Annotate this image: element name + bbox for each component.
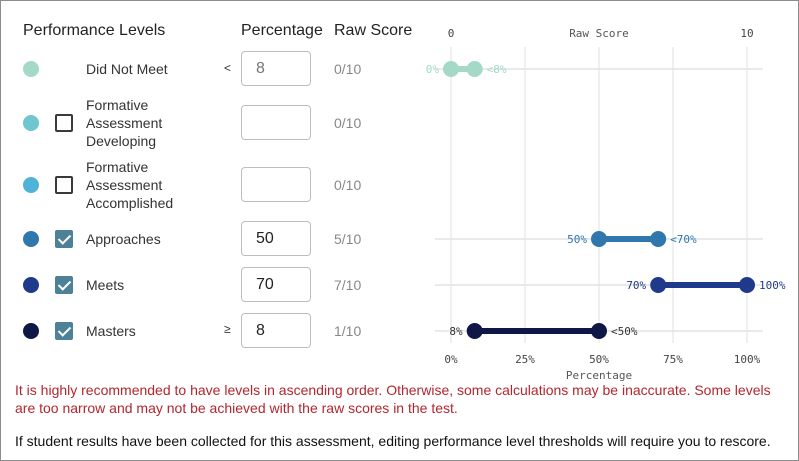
bottom-axis-tick-label: 25% xyxy=(515,353,535,366)
range-start-label: 0% xyxy=(426,63,440,76)
header-performance-levels: Performance Levels xyxy=(23,22,166,39)
level-color-dot xyxy=(23,323,39,339)
raw-score-value: 5/10 xyxy=(334,231,362,247)
threshold-input-formative-accomplished[interactable] xyxy=(241,167,311,202)
threshold-input-masters[interactable] xyxy=(241,313,311,348)
range-start-marker xyxy=(466,323,483,339)
range-end-marker xyxy=(466,61,483,77)
level-name: Did Not Meet xyxy=(86,61,168,77)
range-start-label: 50% xyxy=(567,233,587,246)
threshold-input-meets[interactable] xyxy=(241,267,311,302)
level-color-dot xyxy=(23,115,39,131)
raw-score-value: 0/10 xyxy=(334,115,362,131)
operator-greater-equal: ≥ xyxy=(224,322,231,336)
level-color-dot xyxy=(23,177,39,193)
range-end-label: <70% xyxy=(670,233,697,246)
range-start-marker xyxy=(591,231,607,247)
level-color-dot xyxy=(23,231,39,247)
level-name: Meets xyxy=(86,277,125,293)
bottom-axis-tick-label: 75% xyxy=(663,353,683,366)
level-color-dot xyxy=(23,277,39,293)
level-name: Formative Assessment Accomplished xyxy=(86,159,174,211)
threshold-input-formative-developing[interactable] xyxy=(241,105,311,140)
range-start-marker xyxy=(443,61,459,77)
raw-score-value: 7/10 xyxy=(334,277,362,293)
threshold-input-approaches[interactable] xyxy=(241,221,311,256)
level-name: Masters xyxy=(86,323,136,339)
level-name: Formative Assessment Developing xyxy=(86,97,163,149)
level-checkbox-approaches[interactable] xyxy=(55,230,73,248)
range-end-marker xyxy=(591,323,607,339)
top-axis-max-label: 10 xyxy=(740,27,753,40)
bottom-axis-tick-label: 100% xyxy=(734,353,761,366)
raw-score-value: 0/10 xyxy=(334,61,362,77)
range-start-label: 8% xyxy=(449,325,463,338)
level-checkbox-masters[interactable] xyxy=(55,322,73,340)
header-percentage: Percentage xyxy=(241,22,323,39)
rescore-note: If student results have been collected f… xyxy=(15,433,771,449)
top-axis-min-label: 0 xyxy=(448,27,455,40)
range-end-marker xyxy=(739,277,755,293)
range-end-label: <50% xyxy=(611,325,638,338)
range-end-marker xyxy=(650,231,667,247)
level-checkbox-formative-developing[interactable] xyxy=(55,114,73,132)
level-checkbox-formative-accomplished[interactable] xyxy=(55,176,73,194)
operator-less-than: < xyxy=(224,61,232,75)
range-start-label: 70% xyxy=(626,279,646,292)
performance-range-chart: 0 Raw Score 10 0% <8% 50% <70% 70% 100% 8% <50%… xyxy=(426,27,786,381)
top-axis-title: Raw Score xyxy=(569,27,629,40)
range-end-label: <8% xyxy=(487,63,507,76)
range-start-marker xyxy=(650,277,667,293)
level-checkbox-meets[interactable] xyxy=(55,276,73,294)
ordering-warning-message: It is highly recommended to have levels … xyxy=(15,382,771,416)
header-raw-score: Raw Score xyxy=(334,22,413,39)
range-end-label: 100% xyxy=(759,279,786,292)
bottom-axis-title: Percentage xyxy=(566,369,632,381)
raw-score-value: 1/10 xyxy=(334,323,362,339)
level-color-dot xyxy=(23,61,39,77)
bottom-axis-tick-label: 50% xyxy=(589,353,609,366)
threshold-input-did-not-meet[interactable] xyxy=(241,51,311,86)
bottom-axis-tick-label: 0% xyxy=(444,353,458,366)
raw-score-value: 0/10 xyxy=(334,177,362,193)
level-name: Approaches xyxy=(86,231,161,247)
